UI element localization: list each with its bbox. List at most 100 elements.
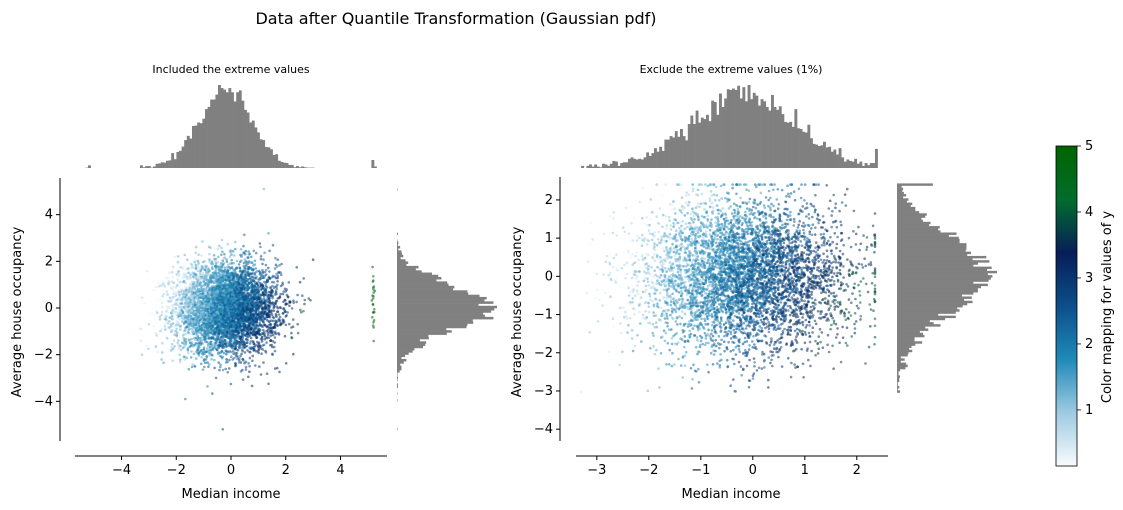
scatter-point <box>215 324 219 327</box>
histogram-bar <box>397 294 480 298</box>
scatter-point <box>262 361 265 364</box>
histogram-bar <box>212 99 216 168</box>
scatter-point <box>156 350 159 354</box>
scatter-point <box>242 319 246 323</box>
scatter-point <box>230 355 233 359</box>
scatter-point <box>184 397 187 401</box>
panel-included-extremes: Included the extreme values −4 −2 0 2 4−4−20… <box>10 63 497 502</box>
histogram-bar <box>397 352 409 355</box>
scatter-point <box>190 365 194 369</box>
scatter-point <box>211 286 214 290</box>
scatter-point <box>213 257 216 261</box>
histogram-bar <box>397 303 479 307</box>
scatter-point <box>197 262 200 265</box>
histogram-bar <box>397 272 432 276</box>
scatter-point <box>194 266 198 269</box>
scatter-point <box>270 294 274 298</box>
scatter-point <box>274 314 278 317</box>
histogram-bar <box>397 285 455 289</box>
scatter-point <box>158 298 162 302</box>
histogram-bar <box>218 85 221 168</box>
scatter-point <box>253 259 257 263</box>
scatter-point <box>202 304 206 308</box>
histogram-bar <box>397 347 415 351</box>
scatter-point <box>259 245 262 249</box>
scatter-point <box>228 337 232 340</box>
scatter-point <box>255 282 258 285</box>
scatter-point <box>212 254 216 257</box>
scatter-point <box>248 356 252 360</box>
scatter-point <box>171 267 175 271</box>
histogram-bar <box>397 290 468 293</box>
histogram-bar <box>171 153 175 168</box>
scatter-point <box>176 255 180 258</box>
scatter-point <box>140 296 144 299</box>
scatter-point <box>261 319 264 323</box>
scatter-point <box>211 267 214 270</box>
histogram-bar <box>220 88 224 168</box>
scatter-point <box>241 378 245 382</box>
scatter-point <box>201 284 204 288</box>
scatter-point <box>257 347 261 350</box>
histogram-bar <box>223 89 227 168</box>
scatter-point <box>264 313 268 316</box>
scatter-point <box>155 303 158 306</box>
scatter-point <box>209 246 212 250</box>
scatter-point <box>296 293 299 297</box>
scatter-point <box>278 370 281 374</box>
scatter-point <box>165 308 169 312</box>
histogram-bar <box>397 332 447 335</box>
scatter-point <box>193 260 196 264</box>
scatter-point <box>213 358 216 362</box>
scatter-point <box>228 255 232 258</box>
scatter-point <box>204 265 208 268</box>
scatter-point <box>265 286 269 289</box>
scatter-point <box>158 305 162 309</box>
scatter-point <box>243 233 246 237</box>
scatter-point <box>269 290 273 294</box>
scatter-point <box>254 267 258 270</box>
scatter-point <box>202 346 206 349</box>
scatter-point <box>273 267 277 270</box>
scatter-point <box>302 277 306 280</box>
scatter-point <box>238 266 242 270</box>
scatter-point <box>159 329 162 333</box>
scatter-point <box>273 305 276 309</box>
scatter-point <box>170 304 174 307</box>
scatter-point <box>245 263 248 266</box>
scatter-point <box>255 307 259 311</box>
scatter-point <box>290 307 294 310</box>
scatter-point <box>158 318 162 321</box>
histogram-bar <box>283 162 286 168</box>
scatter-point <box>169 311 173 315</box>
scatter-point <box>195 295 199 299</box>
scatter-point <box>264 282 268 285</box>
scatter-point <box>162 292 166 296</box>
scatter-point <box>230 266 234 269</box>
histogram-bar <box>231 92 234 168</box>
scatter-point <box>174 307 177 310</box>
scatter-point <box>158 326 162 329</box>
scatter-point <box>188 275 192 279</box>
histogram-bar <box>397 270 422 273</box>
scatter-point <box>254 364 257 367</box>
histogram-bar <box>397 292 469 295</box>
scatter-point <box>190 263 194 267</box>
scatter-point <box>193 258 197 262</box>
scatter-point <box>206 347 209 351</box>
scatter-point <box>267 382 270 386</box>
histogram-bar <box>155 163 159 168</box>
scatter-point <box>179 328 182 331</box>
scatter-point <box>190 296 194 300</box>
scatter-point <box>190 289 194 292</box>
histogram-bar <box>397 259 406 262</box>
scatter-point <box>165 305 168 308</box>
scatter-point <box>261 262 264 266</box>
scatter-point <box>265 372 269 376</box>
histogram-bar <box>254 127 258 168</box>
histogram-bar <box>397 252 402 256</box>
scatter-point <box>233 338 237 341</box>
scatter-point <box>233 272 237 275</box>
scatter-point <box>161 351 164 354</box>
